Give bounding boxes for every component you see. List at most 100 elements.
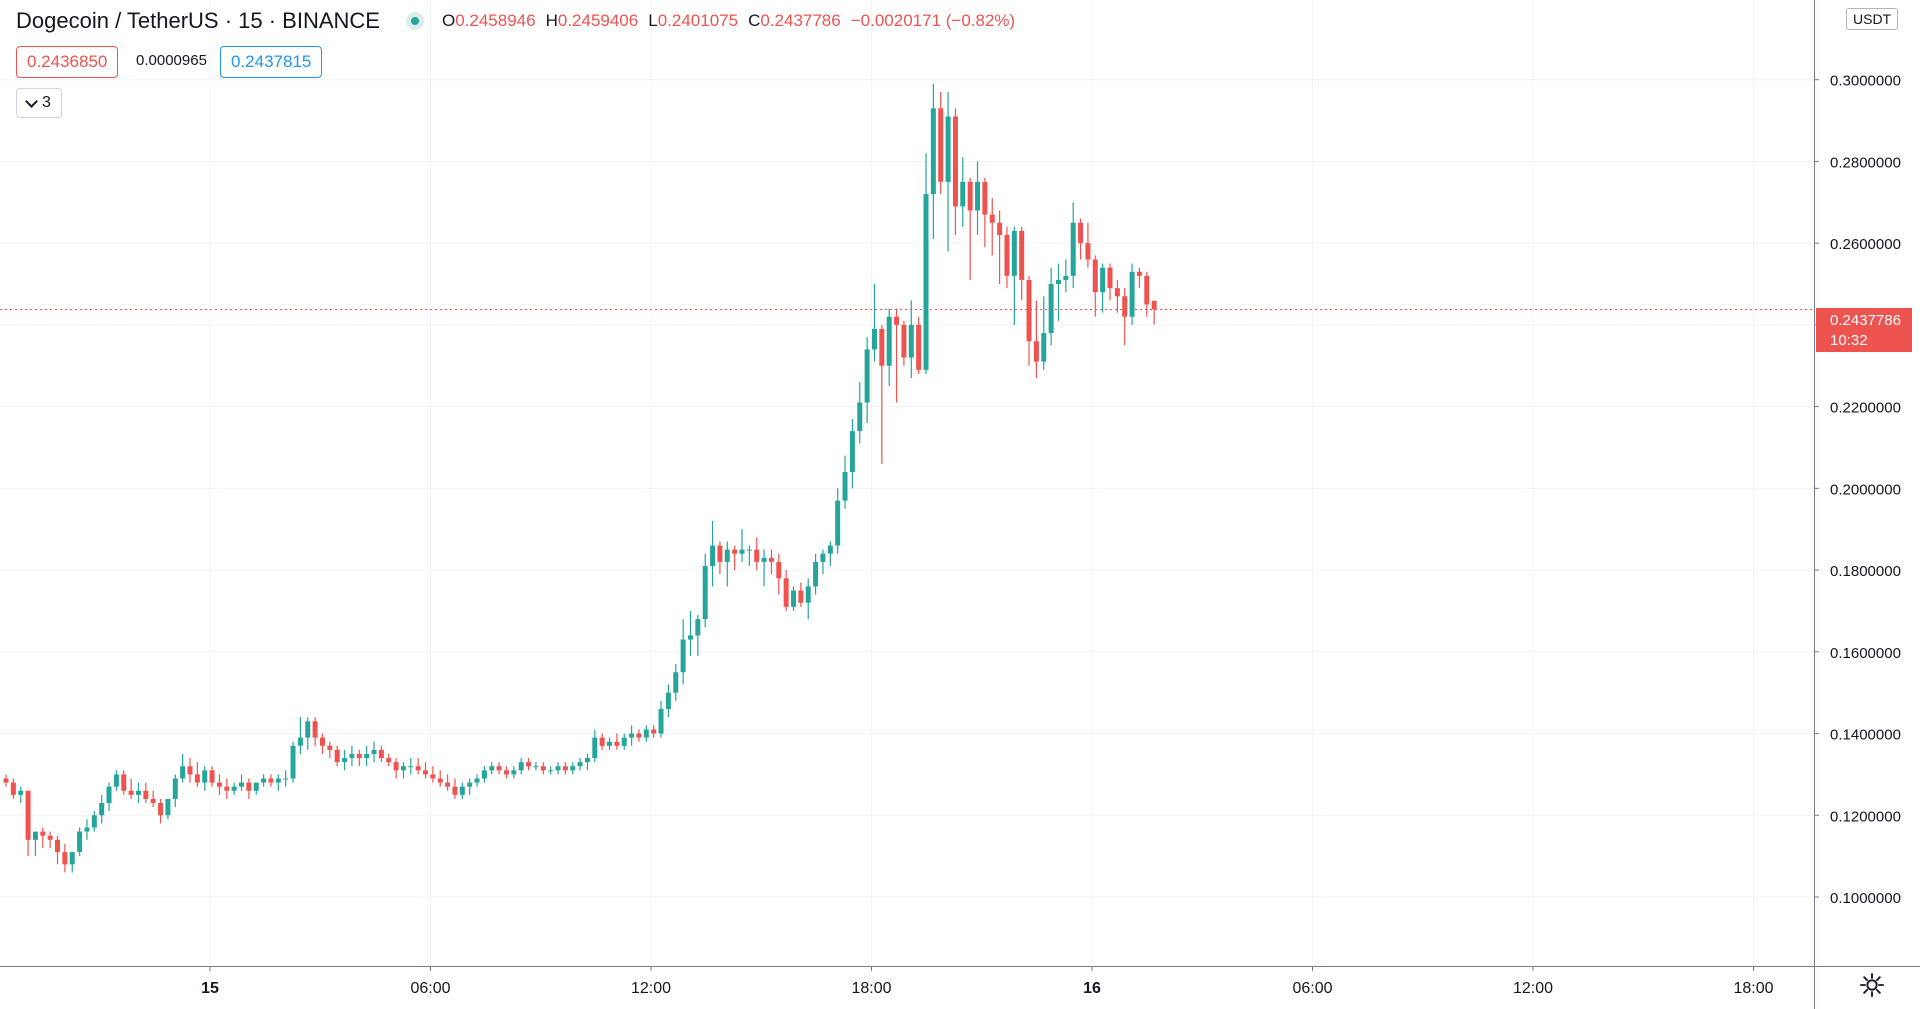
candle xyxy=(658,700,664,738)
candle xyxy=(297,717,303,754)
candle-body xyxy=(1136,271,1142,276)
candle-body xyxy=(813,561,819,587)
candle xyxy=(437,770,443,787)
candle-body xyxy=(651,729,657,734)
candle xyxy=(607,737,613,750)
symbol-title[interactable]: Dogecoin / TetherUS · 15 · BINANCE xyxy=(16,8,380,33)
candle xyxy=(923,153,929,374)
candle xyxy=(1078,218,1084,260)
ohlc-values: O0.2458946 H0.2459406 L0.2401075 C0.2437… xyxy=(442,11,1015,31)
candle-body xyxy=(687,635,693,640)
candle xyxy=(172,774,178,808)
candle xyxy=(386,753,392,767)
candle xyxy=(1026,275,1032,366)
candle-body xyxy=(526,762,532,767)
candle-body xyxy=(150,798,156,804)
candle xyxy=(761,549,767,587)
candle-body xyxy=(1114,288,1120,297)
candle xyxy=(1085,222,1091,268)
currency-label[interactable]: USDT xyxy=(1846,8,1899,30)
candle xyxy=(1100,263,1106,313)
candle-body xyxy=(1011,230,1017,276)
candle xyxy=(77,827,83,857)
buy-price-button[interactable]: 0.2437815 xyxy=(220,46,323,78)
candle-body xyxy=(290,745,296,779)
close-value: 0.2437786 xyxy=(760,11,841,30)
last-price-value: 0.2437786 xyxy=(1830,312,1901,329)
candle-body xyxy=(84,827,90,832)
candle-body xyxy=(364,753,370,759)
price-tick-label: 0.2000000 xyxy=(1830,481,1901,498)
candle-body xyxy=(128,790,134,795)
sell-price-button[interactable]: 0.2436850 xyxy=(16,46,119,78)
candle xyxy=(55,835,61,865)
candle xyxy=(548,766,554,775)
candle xyxy=(503,766,509,779)
candle xyxy=(415,758,421,775)
candle xyxy=(121,770,127,795)
candle-body xyxy=(827,545,833,554)
candle xyxy=(1011,226,1017,325)
candle-body xyxy=(305,721,311,738)
price-axis[interactable]: 0.1000000 0.1200000 0.1400000 0.1600000 0.18… xyxy=(1814,73,1901,907)
candle xyxy=(879,324,885,464)
candle-body xyxy=(18,790,24,795)
candle-body xyxy=(952,116,958,207)
candle-body xyxy=(393,762,399,771)
candle-body xyxy=(599,737,605,746)
candle xyxy=(1063,259,1069,293)
candle-body xyxy=(180,766,186,779)
candle-body xyxy=(62,852,68,865)
candle xyxy=(1055,263,1061,321)
candle-body xyxy=(791,590,797,607)
candle-body xyxy=(158,803,164,816)
candle xyxy=(1092,255,1098,317)
candle xyxy=(10,778,16,799)
candle xyxy=(327,741,333,759)
candle xyxy=(305,717,311,750)
candle-body xyxy=(761,557,767,562)
legend-header: Dogecoin / TetherUS · 15 · BINANCE O0.24… xyxy=(16,8,1015,34)
time-tick-label: 18:00 xyxy=(1733,980,1773,997)
candle-body xyxy=(143,790,149,799)
candle xyxy=(128,778,134,799)
candle xyxy=(312,717,318,746)
candle-body xyxy=(1063,275,1069,280)
candle-body xyxy=(746,549,752,551)
time-tick-label: 15 xyxy=(201,980,219,997)
candle-body xyxy=(871,328,877,350)
candles xyxy=(3,83,1157,873)
candle xyxy=(69,852,75,873)
candle xyxy=(334,745,340,767)
candle-body xyxy=(216,782,222,787)
candle xyxy=(32,831,38,857)
candle-body xyxy=(776,561,782,579)
candle xyxy=(246,778,252,799)
candle-body xyxy=(982,181,988,215)
candle-body xyxy=(371,749,377,754)
candle-body xyxy=(570,766,576,771)
candle xyxy=(864,337,870,423)
candle xyxy=(717,541,723,575)
candle xyxy=(150,790,156,808)
candle xyxy=(25,790,31,857)
candle-body xyxy=(849,431,855,472)
candle xyxy=(1048,267,1054,346)
candle-body xyxy=(768,557,774,562)
indicators-toggle-button[interactable]: 3 xyxy=(16,88,62,118)
candle xyxy=(665,684,671,718)
time-tick-label: 12:00 xyxy=(1513,980,1553,997)
time-axis[interactable]: 15 06:00 12:00 18:00 16 06:00 12:00 18:00 xyxy=(201,966,1774,997)
candle xyxy=(901,320,907,366)
candle xyxy=(268,774,274,787)
candle xyxy=(739,529,745,562)
candle xyxy=(975,161,981,235)
candle-body xyxy=(1085,243,1091,260)
candle xyxy=(253,782,259,795)
candle-body xyxy=(165,798,171,816)
candle xyxy=(113,770,119,791)
gear-icon[interactable] xyxy=(1858,971,1886,999)
candle xyxy=(400,762,406,779)
